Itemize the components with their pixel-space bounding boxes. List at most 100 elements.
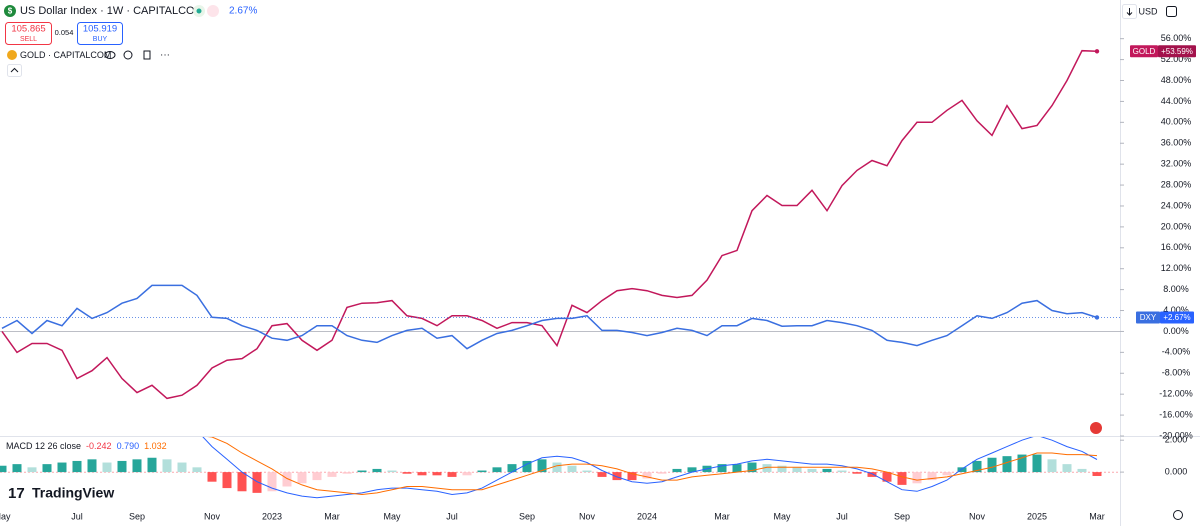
- y-tick-label: -20.00%: [1159, 430, 1193, 440]
- series-tag-value: +2.67%: [1163, 313, 1190, 322]
- buy-button[interactable]: [77, 22, 123, 45]
- settings-icon[interactable]: [123, 50, 133, 60]
- x-tick-label: 2024: [637, 511, 657, 521]
- histogram-bar: [1047, 459, 1057, 473]
- histogram-bar: [942, 472, 952, 476]
- histogram-bar: [417, 472, 427, 476]
- series-line: [202, 437, 1098, 499]
- currency[interactable]: USD: [1138, 6, 1158, 16]
- histogram-bar: [957, 467, 967, 473]
- y-tick-label: 2.000: [1165, 435, 1188, 445]
- histogram-bar: [282, 472, 292, 487]
- histogram-bar: [42, 464, 52, 473]
- y-tick-label: -8.00%: [1162, 368, 1191, 378]
- x-tick-label: Sep: [129, 511, 145, 521]
- brand-logo: 17: [8, 485, 25, 502]
- histogram-bar: [897, 472, 907, 485]
- histogram-bar: [627, 472, 637, 481]
- symbol-icon-glyph: $: [8, 7, 13, 16]
- histogram-bar: [792, 467, 802, 473]
- histogram-bar: [912, 472, 922, 484]
- symbol-title: US Dollar Index · 1W · CAPITALCOM: [20, 5, 204, 17]
- histogram-bar: [372, 468, 382, 473]
- eye-icon[interactable]: [104, 51, 116, 59]
- histogram-bar: [477, 470, 487, 473]
- y-tick-label: 24.00%: [1161, 200, 1192, 210]
- sell-button[interactable]: [5, 22, 52, 45]
- layout-button[interactable]: [1166, 6, 1177, 17]
- collapse-button[interactable]: [7, 64, 22, 77]
- histogram-bar: [462, 472, 472, 476]
- x-tick-label: Mar: [714, 511, 730, 521]
- histogram-bar: [777, 465, 787, 473]
- x-tick-label: Nov: [579, 511, 596, 521]
- histogram-bar: [567, 465, 577, 473]
- y-tick-label: 12.00%: [1161, 263, 1192, 273]
- indicator-value: 1.032: [144, 441, 167, 451]
- histogram-bar: [447, 472, 457, 477]
- y-tick-label: 56.00%: [1161, 33, 1192, 43]
- histogram-bar: [657, 472, 667, 474]
- buy-label: BUY: [93, 36, 108, 43]
- series-line: [1, 49, 1098, 400]
- last-point: [1094, 49, 1100, 54]
- flag-button[interactable]: [207, 5, 219, 17]
- histogram-bar: [732, 464, 742, 473]
- y-tick-label: 36.00%: [1161, 138, 1192, 148]
- sell-price: 105.865: [11, 24, 45, 35]
- spread: 0.054: [55, 28, 74, 37]
- series-line: [207, 437, 1098, 496]
- series-tag-value: +53.59%: [1161, 47, 1193, 56]
- histogram-bar: [987, 457, 997, 473]
- status-dot-inner: [196, 8, 202, 14]
- histogram-bar: [1017, 454, 1027, 473]
- series-tag-value-bg: [1160, 311, 1194, 324]
- histogram-bar: [117, 460, 127, 473]
- histogram-bar: [747, 462, 757, 473]
- histogram-bar: [402, 472, 412, 474]
- plot-area: [0, 49, 1120, 400]
- histogram-bar: [72, 460, 82, 473]
- indicator-value: -0.242: [86, 441, 112, 451]
- series-tag-name: GOLD: [1133, 47, 1156, 56]
- histogram-bar: [552, 462, 562, 473]
- histogram-bar: [927, 472, 937, 481]
- y-tick-label: 32.00%: [1161, 159, 1192, 169]
- x-tick-label: Nov: [969, 511, 986, 521]
- brand-name: TradingView: [32, 485, 114, 501]
- histogram-bar: [147, 457, 157, 473]
- x-tick-label: May: [383, 511, 401, 521]
- event-flag[interactable]: [1090, 422, 1102, 434]
- axis-settings[interactable]: [1173, 510, 1183, 520]
- histogram-bar: [102, 462, 112, 473]
- histogram-bar: [132, 459, 142, 473]
- histogram-bar: [612, 472, 622, 481]
- more-icon[interactable]: ···: [160, 50, 170, 61]
- histogram-bar: [342, 472, 352, 474]
- sell-label: SELL: [20, 36, 37, 43]
- download-arrow: [1126, 8, 1133, 16]
- histogram-bar: [1002, 456, 1012, 473]
- histogram-bar: [1077, 468, 1087, 473]
- y-tick-label: 28.00%: [1161, 179, 1192, 189]
- x-tick-label: Nov: [204, 511, 221, 521]
- indicator-title: MACD 12 26 close: [6, 441, 81, 451]
- histogram-bar: [207, 472, 217, 482]
- series-tag-value-bg: [1158, 45, 1196, 58]
- delete-icon[interactable]: [143, 50, 151, 60]
- histogram-bar: [267, 472, 277, 492]
- histogram-bar: [762, 464, 772, 473]
- histogram-bar: [1092, 472, 1102, 476]
- x-tick-label: Sep: [519, 511, 535, 521]
- histogram-bar: [807, 468, 817, 473]
- histogram-bar: [222, 472, 232, 489]
- x-tick-label: Sep: [894, 511, 910, 521]
- histogram-bar: [357, 470, 367, 473]
- y-tick-label: -12.00%: [1159, 389, 1193, 399]
- x-tick-label: May: [773, 511, 791, 521]
- y-tick-label: 0.000: [1165, 466, 1188, 476]
- histogram-bar: [297, 472, 307, 484]
- histogram-bar: [312, 472, 322, 481]
